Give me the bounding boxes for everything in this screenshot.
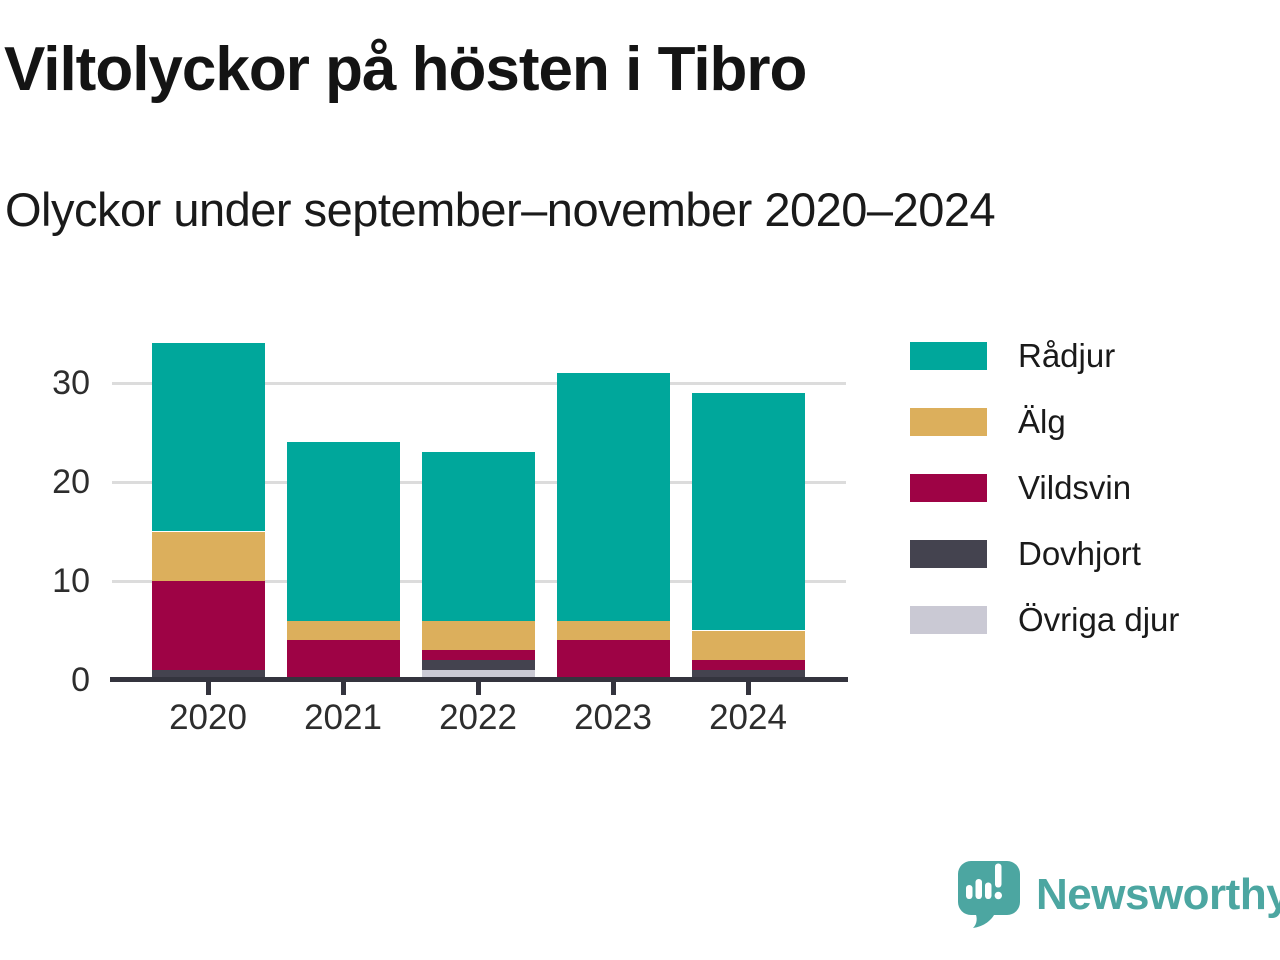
bar-segment-2024-Älg <box>691 630 805 661</box>
legend-item-dovhjort: Dovhjort <box>910 537 1179 570</box>
newsworthy-logo-icon <box>958 861 1020 928</box>
legend-label: Rådjur <box>1018 337 1116 374</box>
bar-segment-2020-Vildsvin <box>151 581 265 671</box>
page-subtitle: Olyckor under september–november 2020–20… <box>5 183 996 236</box>
x-tick-label-2021: 2021 <box>304 698 382 737</box>
legend-label: Älg <box>1018 403 1066 440</box>
bar-segment-2020-Rådjur <box>151 343 265 532</box>
bar-segment-2023-Rådjur <box>556 373 670 621</box>
page-title: Viltolyckor på hösten i Tibro <box>4 35 807 104</box>
x-axis-tick-2021 <box>340 682 346 695</box>
legend-item-radjur: Rådjur <box>910 339 1179 372</box>
bar-segment-2023-Vildsvin <box>556 640 670 680</box>
legend-swatch-vildsvin <box>910 473 987 502</box>
bar-segment-2021-Rådjur <box>286 442 400 621</box>
y-tick-label-20: 20 <box>52 463 90 501</box>
x-axis-tick-2024 <box>745 682 751 695</box>
legend: Rådjur Älg Vildsvin Dovhjort Övriga djur <box>910 339 1179 636</box>
legend-label: Övriga djur <box>1018 601 1180 638</box>
bar-segment-2022-Övriga djur <box>421 670 535 680</box>
y-tick-label-10: 10 <box>52 562 90 600</box>
bar-segment-2024-Dovhjort <box>691 670 805 680</box>
x-tick-label-2024: 2024 <box>709 698 787 737</box>
legend-label: Dovhjort <box>1018 535 1141 572</box>
x-axis-line <box>110 677 848 682</box>
bar-segment-2022-Vildsvin <box>421 650 535 661</box>
bar-segment-2024-Rådjur <box>691 392 805 631</box>
legend-swatch-alg <box>910 407 987 436</box>
y-tick-label-30: 30 <box>52 364 90 402</box>
bar-segment-2022-Rådjur <box>421 452 535 621</box>
legend-item-ovriga-djur: Övriga djur <box>910 603 1179 636</box>
bar-segment-2020-Älg <box>151 531 265 581</box>
bar-segment-2023-Älg <box>556 620 670 641</box>
bar-segment-2022-Älg <box>421 620 535 651</box>
x-tick-label-2020: 2020 <box>169 698 247 737</box>
legend-label: Vildsvin <box>1018 469 1132 506</box>
legend-swatch-dovhjort <box>910 539 987 568</box>
x-axis-tick-2020 <box>205 682 211 695</box>
x-axis-tick-2022 <box>475 682 481 695</box>
legend-item-vildsvin: Vildsvin <box>910 471 1179 504</box>
newsworthy-logo-text: Newsworthy <box>1036 870 1280 919</box>
bar-segment-2020-Dovhjort <box>151 670 265 680</box>
bar-segment-2022-Dovhjort <box>421 660 535 671</box>
bar-segment-2024-Vildsvin <box>691 660 805 671</box>
gridline-30 <box>112 381 846 385</box>
y-tick-label-0: 0 <box>71 661 90 699</box>
bar-segment-2021-Vildsvin <box>286 640 400 680</box>
legend-swatch-ovriga-djur <box>910 605 987 634</box>
legend-item-alg: Älg <box>910 405 1179 438</box>
x-axis-tick-2023 <box>610 682 616 695</box>
bar-segment-2021-Älg <box>286 620 400 641</box>
x-tick-label-2022: 2022 <box>439 698 517 737</box>
x-tick-label-2023: 2023 <box>574 698 652 737</box>
legend-swatch-radjur <box>910 341 987 370</box>
newsworthy-branding: Newsworthy <box>957 860 1280 930</box>
